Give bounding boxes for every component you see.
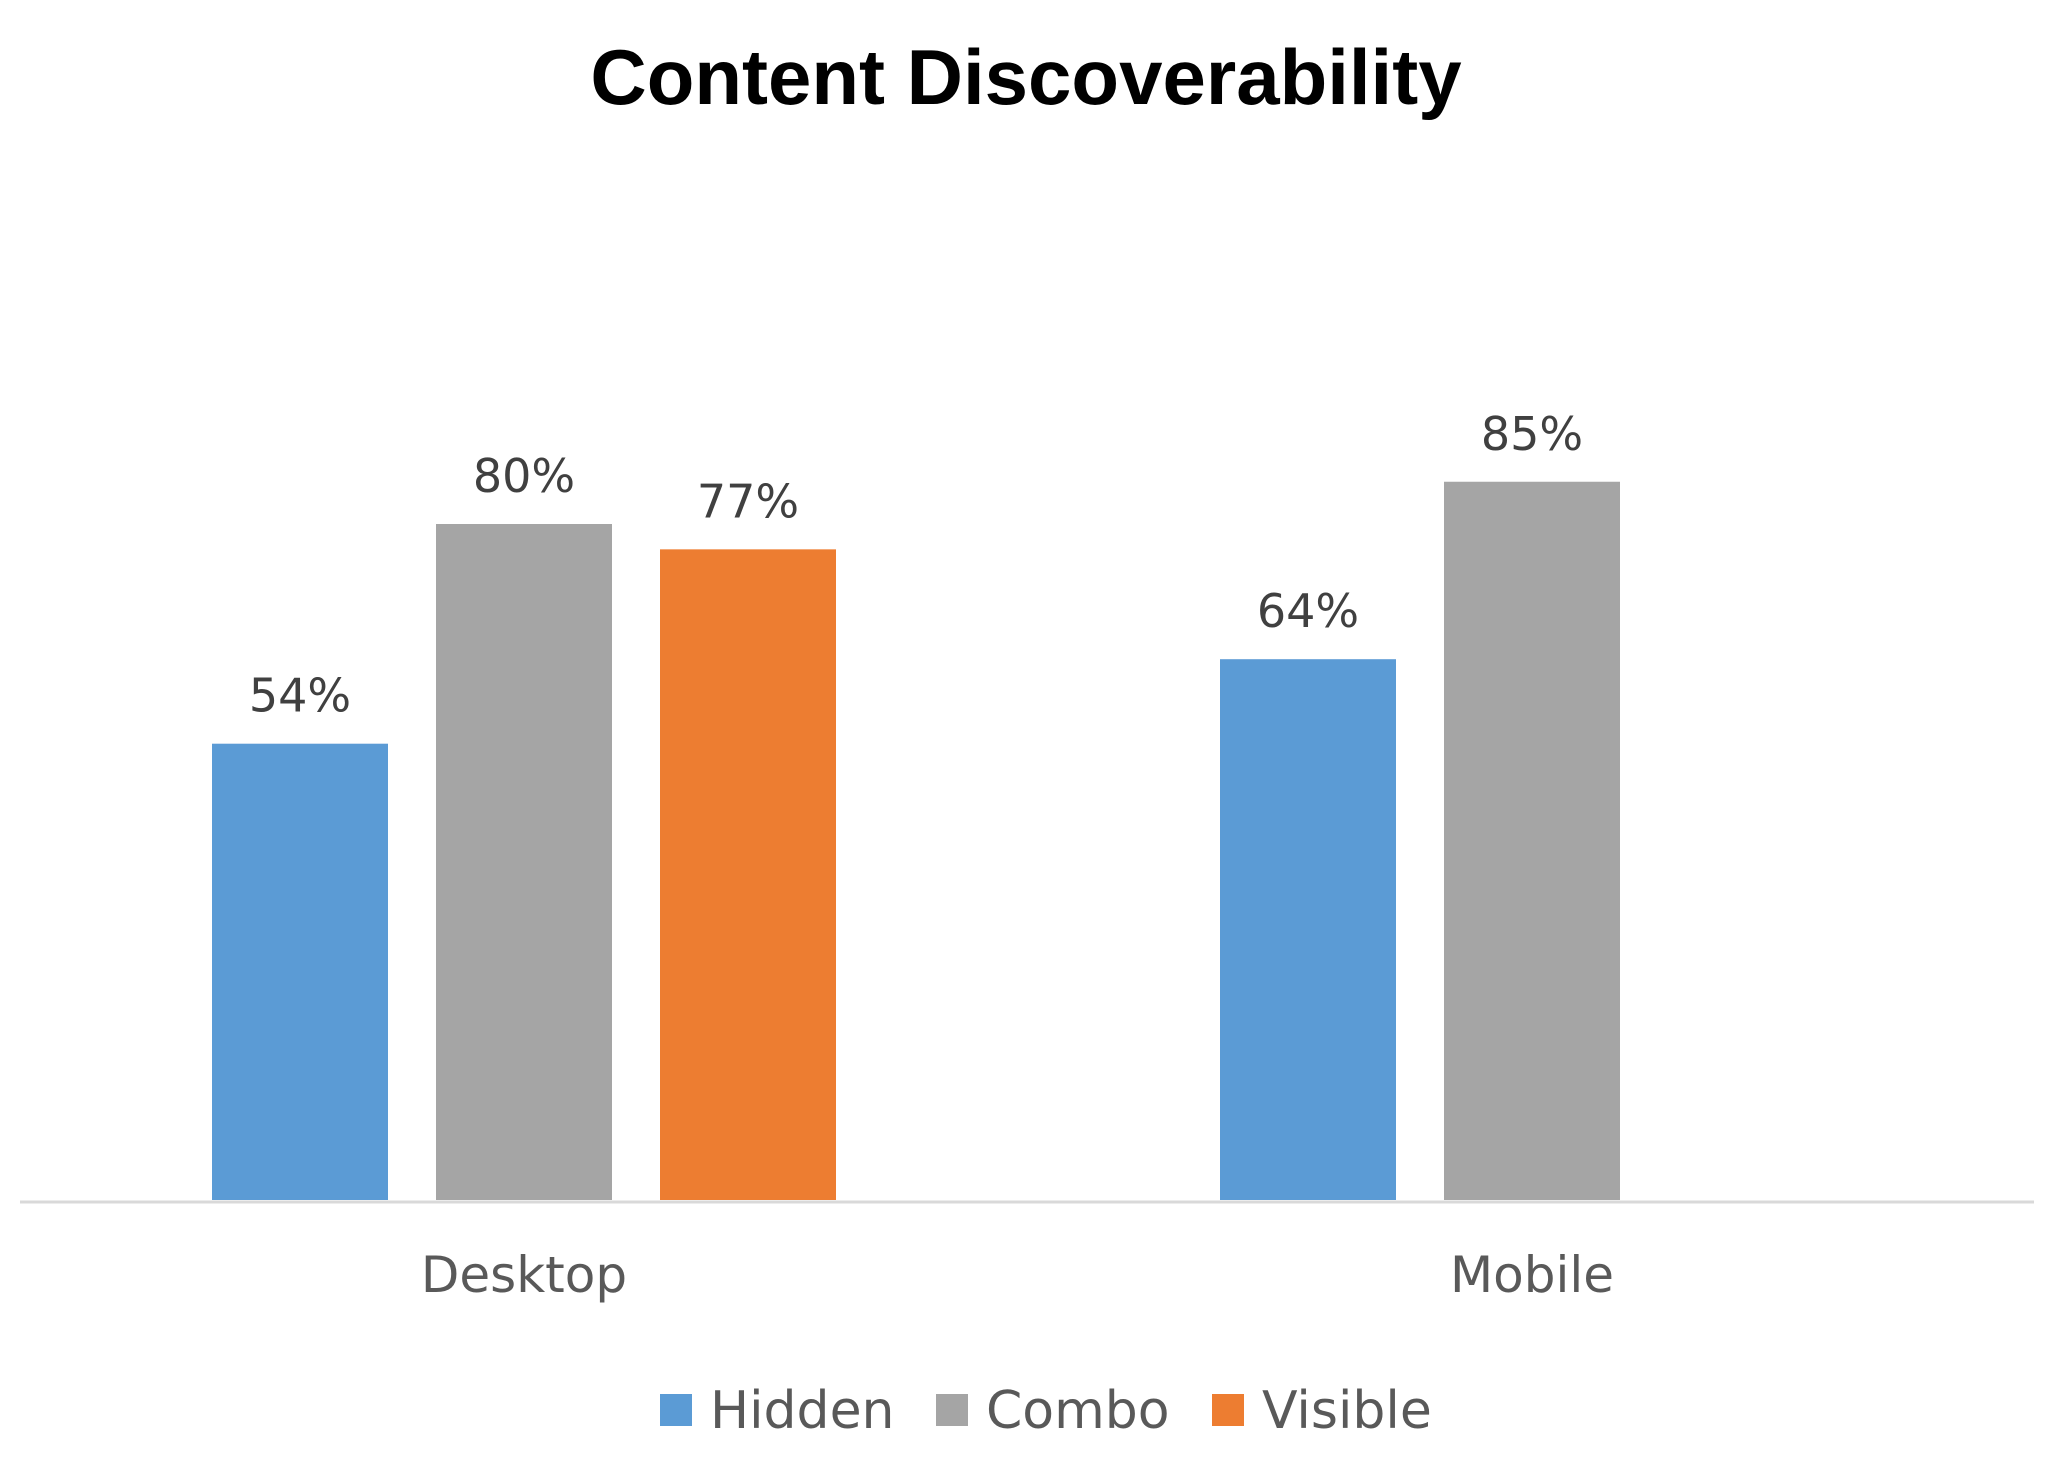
legend-swatch-visible xyxy=(1212,1394,1244,1426)
data-labels: 54% 80% 77% 64% 85% xyxy=(249,407,1583,723)
category-labels: Desktop Mobile xyxy=(421,1246,1614,1304)
legend-swatch-combo xyxy=(936,1394,968,1426)
data-label-hidden-mobile: 64% xyxy=(1257,584,1359,638)
bar-combo-desktop xyxy=(436,524,612,1200)
data-label-combo-desktop: 80% xyxy=(473,449,575,503)
data-label-combo-mobile: 85% xyxy=(1481,407,1583,461)
legend-item-hidden: Hidden xyxy=(660,1381,895,1441)
legend-label-visible: Visible xyxy=(1262,1381,1432,1441)
category-label-desktop: Desktop xyxy=(421,1246,627,1304)
data-label-hidden-desktop: 54% xyxy=(249,669,351,723)
bar-combo-mobile xyxy=(1444,481,1620,1200)
legend-item-visible: Visible xyxy=(1212,1381,1432,1441)
legend-label-hidden: Hidden xyxy=(710,1381,895,1441)
bar-hidden-mobile xyxy=(1220,659,1396,1200)
legend-label-combo: Combo xyxy=(986,1381,1170,1441)
bar-visible-desktop xyxy=(660,549,836,1200)
bar-hidden-desktop xyxy=(212,743,388,1200)
legend: Hidden Combo Visible xyxy=(660,1381,1432,1441)
legend-swatch-hidden xyxy=(660,1394,692,1426)
bars xyxy=(212,481,1620,1200)
data-label-visible-desktop: 77% xyxy=(697,474,799,528)
category-label-mobile: Mobile xyxy=(1450,1246,1614,1304)
chart-title: Content Discoverability xyxy=(590,33,1461,121)
legend-item-combo: Combo xyxy=(936,1381,1170,1441)
